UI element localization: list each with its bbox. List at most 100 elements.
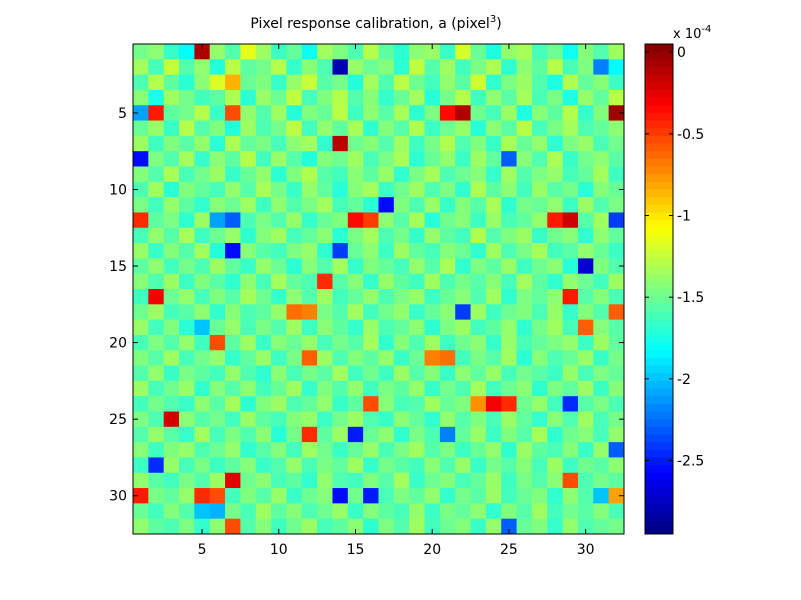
colorbar-tick-label: -2.5: [677, 454, 704, 470]
heatmap-cell: [455, 258, 472, 275]
heatmap-cell: [148, 304, 165, 321]
heatmap-cell: [485, 212, 502, 229]
heatmap-cell: [378, 105, 395, 122]
heatmap-cell: [347, 457, 364, 474]
heatmap-cell: [485, 396, 502, 412]
heatmap-cell: [424, 151, 441, 167]
heatmap-cell: [148, 472, 165, 489]
heatmap-cell: [271, 503, 287, 520]
heatmap-cell: [593, 243, 610, 259]
heatmap-cell: [501, 105, 518, 122]
colorbar-tick-label: 0: [677, 45, 686, 61]
heatmap-cell: [547, 74, 564, 91]
heatmap-cell: [501, 166, 518, 183]
heatmap-cell: [301, 350, 318, 367]
heatmap-cell: [347, 212, 364, 229]
heatmap-cell: [286, 89, 303, 106]
heatmap-cell: [317, 166, 333, 183]
heatmap-cell: [363, 89, 379, 106]
heatmap-cell: [286, 442, 303, 458]
heatmap-cell: [347, 472, 364, 489]
heatmap-cell: [485, 472, 502, 489]
heatmap-cell: [301, 457, 318, 474]
heatmap-cell: [378, 273, 395, 290]
heatmap-cell: [179, 319, 195, 336]
heatmap-cell: [531, 365, 548, 382]
heatmap-cell: [501, 488, 518, 504]
heatmap-cell: [271, 442, 287, 458]
heatmap-cell: [209, 289, 226, 305]
heatmap-cell: [424, 243, 441, 259]
heatmap-cell: [163, 488, 180, 504]
heatmap-cell: [194, 105, 211, 122]
heatmap-cell: [531, 488, 548, 504]
heatmap-cell: [133, 258, 149, 275]
heatmap-cell: [240, 74, 257, 91]
heatmap-cell: [209, 350, 226, 367]
heatmap-cell: [531, 44, 548, 60]
heatmap-cell: [608, 273, 625, 290]
colorbar-band: [645, 304, 673, 313]
colorbar-band: [645, 66, 673, 76]
heatmap-cell: [378, 396, 395, 412]
heatmap-cell: [455, 488, 472, 504]
heatmap-cell: [301, 442, 318, 458]
heatmap-cell: [485, 166, 502, 183]
heatmap-cell: [363, 197, 379, 213]
heatmap-cell: [470, 105, 487, 122]
heatmap-cell: [209, 472, 226, 489]
heatmap-cell: [363, 304, 379, 321]
heatmap-cell: [562, 59, 579, 76]
heatmap-cell: [317, 350, 333, 367]
heatmap-cell: [317, 396, 333, 412]
heatmap-cell: [332, 151, 349, 167]
heatmap-cell: [163, 457, 180, 474]
heatmap-cell: [240, 227, 257, 244]
heatmap-cell: [485, 151, 502, 167]
heatmap-cell: [378, 380, 395, 397]
heatmap-cell: [347, 503, 364, 520]
heatmap-cell: [317, 181, 333, 198]
heatmap-cell: [455, 380, 472, 397]
heatmap-cell: [424, 44, 441, 60]
heatmap-cell: [317, 457, 333, 474]
heatmap-cell: [317, 151, 333, 167]
heatmap-cell: [317, 365, 333, 382]
heatmap-cell: [378, 426, 395, 443]
heatmap-cell: [531, 396, 548, 412]
heatmap-cell: [424, 181, 441, 198]
heatmap-cell: [455, 166, 472, 183]
heatmap-cell: [163, 289, 180, 305]
heatmap-cell: [133, 212, 149, 229]
heatmap-cell: [455, 442, 472, 458]
heatmap-cell: [516, 488, 533, 504]
heatmap-cell: [194, 289, 211, 305]
heatmap-cell: [501, 273, 518, 290]
heatmap-cell: [562, 426, 579, 443]
heatmap-cell: [179, 181, 195, 198]
heatmap-cell: [271, 319, 287, 336]
heatmap-cell: [562, 258, 579, 275]
heatmap-cell: [148, 442, 165, 458]
heatmap-cell: [593, 197, 610, 213]
heatmap-cell: [317, 503, 333, 520]
colorbar-band: [645, 59, 673, 68]
heatmap-cell: [148, 181, 165, 198]
heatmap-cell: [608, 59, 625, 76]
colorbar-band: [645, 174, 673, 183]
heatmap-cell: [393, 120, 410, 137]
heatmap-cell: [378, 227, 395, 244]
heatmap-cell: [439, 457, 456, 474]
heatmap-cell: [485, 350, 502, 367]
heatmap-cell: [179, 289, 195, 305]
y-tick-label: 5: [118, 106, 127, 122]
heatmap-cell: [593, 89, 610, 106]
heatmap-cell: [225, 243, 241, 259]
heatmap-cell: [531, 120, 548, 137]
heatmap-cell: [133, 365, 149, 382]
heatmap-cell: [577, 380, 594, 397]
chart-title: Pixel response calibration, a (pixel3): [250, 14, 501, 32]
heatmap-cell: [608, 319, 625, 336]
heatmap-cell: [577, 319, 594, 336]
heatmap-cell: [577, 304, 594, 321]
